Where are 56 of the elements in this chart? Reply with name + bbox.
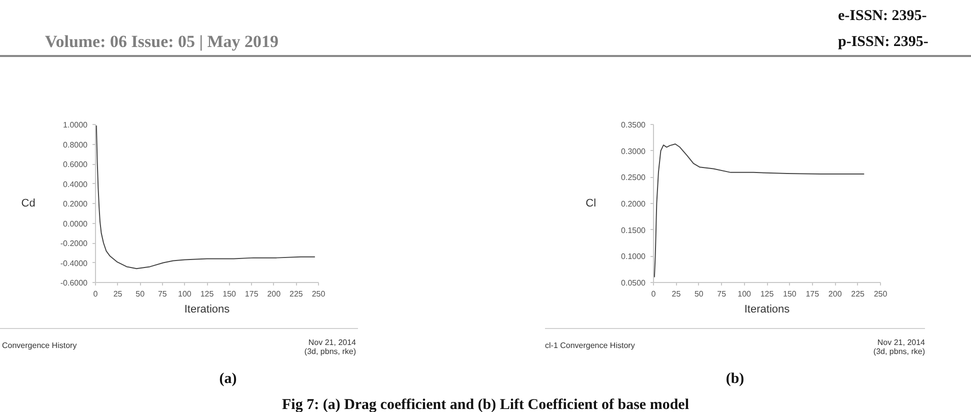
line-series <box>654 143 865 278</box>
x-tick-label: 50 <box>694 290 704 298</box>
y-tick-label: 0.0000 <box>63 219 88 228</box>
x-tick-label: 250 <box>874 290 888 298</box>
x-tick-label: 200 <box>267 290 282 298</box>
y-axis-title: Cd <box>21 198 36 210</box>
x-tick-label: 150 <box>783 290 797 298</box>
x-tick-label: 25 <box>672 290 682 298</box>
x-tick-label: 125 <box>200 290 214 298</box>
y-axis-title: Cl <box>586 198 596 210</box>
y-tick-label: -0.6000 <box>60 278 88 288</box>
y-tick-label: 0.1500 <box>621 226 646 235</box>
text: p-ISSN: 2395- <box>838 33 928 52</box>
text: Nov 21, 2014 <box>308 337 356 348</box>
x-tick-label: 175 <box>244 290 259 298</box>
x-tick-label: 175 <box>806 290 820 298</box>
x-tick-label: 75 <box>158 290 168 298</box>
y-tick-label: 1.0000 <box>63 120 88 130</box>
x-tick-label: 0 <box>651 290 656 298</box>
x-tick-label: 75 <box>717 290 727 298</box>
caption: Fig 7: (a) Drag coefficient and (b) Lift Coefficient of base model <box>281 396 690 412</box>
x-tick-label: 200 <box>828 290 842 298</box>
y-tick-label: 0.3000 <box>621 146 646 156</box>
x-tick-label: 50 <box>136 290 146 298</box>
line-series <box>96 124 316 270</box>
x-axis-title: Iterations <box>184 304 230 316</box>
text: (b) <box>726 370 744 389</box>
x-tick-label: 125 <box>760 290 774 298</box>
text: Volume: 06 Issue: 05 | May 2019 <box>45 31 279 53</box>
y-tick-label: 0.6000 <box>63 160 88 169</box>
text: (3d, pbns, rke) <box>873 346 925 358</box>
y-tick-label: -0.4000 <box>60 258 88 268</box>
text: Convergence History <box>2 340 77 352</box>
x-tick-label: 225 <box>851 290 866 298</box>
y-tick-label: 0.2500 <box>621 173 646 182</box>
x-tick-label: 100 <box>178 290 192 298</box>
y-tick-label: 0.2000 <box>63 200 88 208</box>
x-tick-label: 225 <box>290 290 304 298</box>
text: cl-1 Convergence History <box>545 340 635 352</box>
x-tick-label: 150 <box>222 290 237 298</box>
y-tick-label: 0.1000 <box>621 252 646 262</box>
x-tick-label: 0 <box>93 290 98 298</box>
x-tick-label: 100 <box>738 290 752 298</box>
y-tick-label: 0.0500 <box>621 278 646 288</box>
y-tick-label: -0.2000 <box>60 239 88 248</box>
x-tick-label: 25 <box>113 290 123 298</box>
y-tick-label: 0.4000 <box>63 180 88 189</box>
text: (3d, pbns, rke) <box>304 346 356 358</box>
text: Nov 21, 2014 <box>877 337 925 348</box>
text: e-ISSN: 2395- <box>838 7 927 26</box>
x-tick-label: 250 <box>312 290 326 298</box>
y-tick-label: 0.8000 <box>63 140 88 150</box>
x-axis-title: Iterations <box>744 304 790 316</box>
text: (a) <box>219 370 237 389</box>
y-tick-label: 0.2000 <box>621 200 646 208</box>
y-tick-label: 0.3500 <box>621 120 646 130</box>
